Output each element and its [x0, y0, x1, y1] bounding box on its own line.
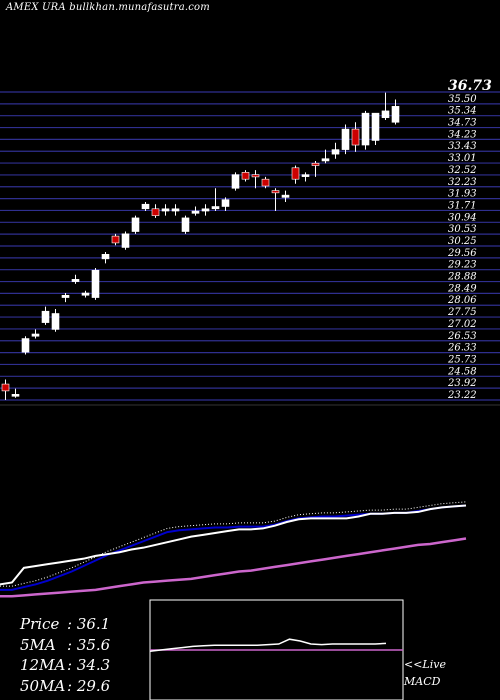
candle-body	[321, 158, 330, 162]
y-tick-label: 29.23	[447, 260, 477, 271]
y-tick-label: 28.88	[447, 272, 477, 283]
y-tick-label: 31.71	[448, 200, 477, 211]
y-tick-label: 35.34	[448, 106, 477, 117]
ma50-label: 50MA	[20, 676, 66, 695]
y-tick-label: 27.75	[447, 307, 477, 318]
price-value: : 36.1	[67, 615, 111, 633]
y-tick-label: 31.93	[448, 189, 477, 200]
y-tick-label: 30.94	[448, 212, 477, 223]
stats-box: Price : 36.1 5MA : 35.6 12MA: 34.3 50MA: 2…	[20, 614, 110, 696]
y-tick-label: 30.53	[448, 224, 477, 235]
candle-body	[341, 128, 350, 150]
y-tick-label: 28.06	[447, 295, 477, 306]
y-tick-label: 23.92	[447, 378, 477, 389]
macd-panel	[149, 599, 404, 700]
price-label: Price	[20, 615, 60, 633]
candle-body	[241, 172, 250, 180]
macd-label: MACD	[404, 675, 441, 688]
y-tick-label: 33.01	[448, 153, 477, 164]
y-axis-tick-labels: 36.7335.5035.3434.7334.2333.4333.0132.52…	[447, 78, 492, 401]
candle-body	[61, 294, 70, 298]
y-tick-label: 30.25	[448, 236, 477, 247]
y-tick-label: 32.23	[448, 177, 477, 188]
candle-body	[141, 203, 150, 210]
y-tick-label: 27.02	[447, 319, 477, 330]
live-label: <<Live	[404, 658, 446, 671]
ma5-label: 5MA	[20, 635, 56, 654]
candle-body	[311, 162, 320, 166]
ma12-value: : 34.3	[67, 656, 111, 674]
candle-body	[31, 333, 40, 337]
candle-body	[201, 208, 210, 212]
candle-body	[11, 394, 20, 397]
ma12-row: 12MA: 34.3	[20, 655, 110, 676]
candle-body	[291, 167, 300, 180]
y-tick-label: 28.49	[447, 283, 477, 294]
y-tick-label: 29.56	[447, 248, 477, 259]
candle-body	[271, 190, 280, 194]
y-tick-label: 36.73	[448, 78, 492, 94]
price-row: Price : 36.1	[20, 614, 110, 635]
candle-body	[51, 313, 60, 330]
ma5-line	[0, 504, 467, 586]
candle-body	[151, 208, 160, 216]
candle-body	[221, 199, 230, 207]
y-tick-label: 25.73	[447, 354, 477, 365]
candle-body	[371, 112, 380, 141]
y-tick-label: 33.43	[448, 141, 477, 152]
candle-body	[101, 254, 110, 260]
candle-body	[181, 217, 190, 232]
candle-body	[171, 208, 180, 212]
y-tick-label: 26.33	[447, 343, 477, 354]
candle-body	[161, 208, 170, 212]
y-tick-label: 32.52	[448, 165, 477, 176]
candle-body	[251, 174, 260, 178]
candle-body	[261, 178, 270, 187]
candle-body	[211, 206, 220, 210]
ma5-value: : 35.6	[67, 635, 111, 654]
candle-body	[1, 383, 10, 392]
candle-body	[301, 174, 310, 177]
ma50-value: : 29.6	[67, 676, 111, 695]
macd-legend: <<Live MACD	[404, 656, 446, 690]
candle-body	[81, 292, 90, 296]
y-tick-label: 26.53	[447, 331, 477, 342]
candle-body	[391, 106, 400, 123]
candle-body	[351, 128, 360, 146]
candle-body	[121, 233, 130, 248]
candle-body	[111, 235, 120, 244]
candle-body	[131, 217, 140, 232]
moving-average-panel	[0, 501, 467, 598]
candle-body	[41, 310, 50, 323]
candle-body	[361, 112, 370, 146]
ma50-row: 50MA: 29.6	[20, 676, 110, 697]
price-gridlines	[0, 91, 500, 401]
y-tick-label: 24.58	[447, 366, 477, 377]
macd-line	[149, 638, 387, 652]
candle-body	[331, 149, 340, 155]
candle-body	[71, 279, 80, 282]
ma12-label: 12MA	[20, 656, 66, 674]
y-tick-label: 35.50	[448, 94, 477, 105]
ma5-row: 5MA : 35.6	[20, 635, 110, 656]
y-tick-label: 34.23	[448, 129, 477, 140]
candle-body	[281, 194, 290, 198]
candle-body	[21, 338, 30, 353]
y-tick-label: 23.22	[447, 390, 477, 401]
candlestick-series	[1, 92, 400, 400]
candle-body	[191, 210, 200, 214]
candle-body	[91, 269, 100, 298]
candle-body	[381, 110, 390, 119]
ma-dotted-line	[0, 501, 467, 587]
chart-title: AMEX URA bullkhan.munafasutra.com	[6, 2, 210, 13]
candle-body	[231, 174, 240, 189]
ma50-line	[0, 537, 467, 598]
y-tick-label: 34.73	[448, 118, 477, 129]
